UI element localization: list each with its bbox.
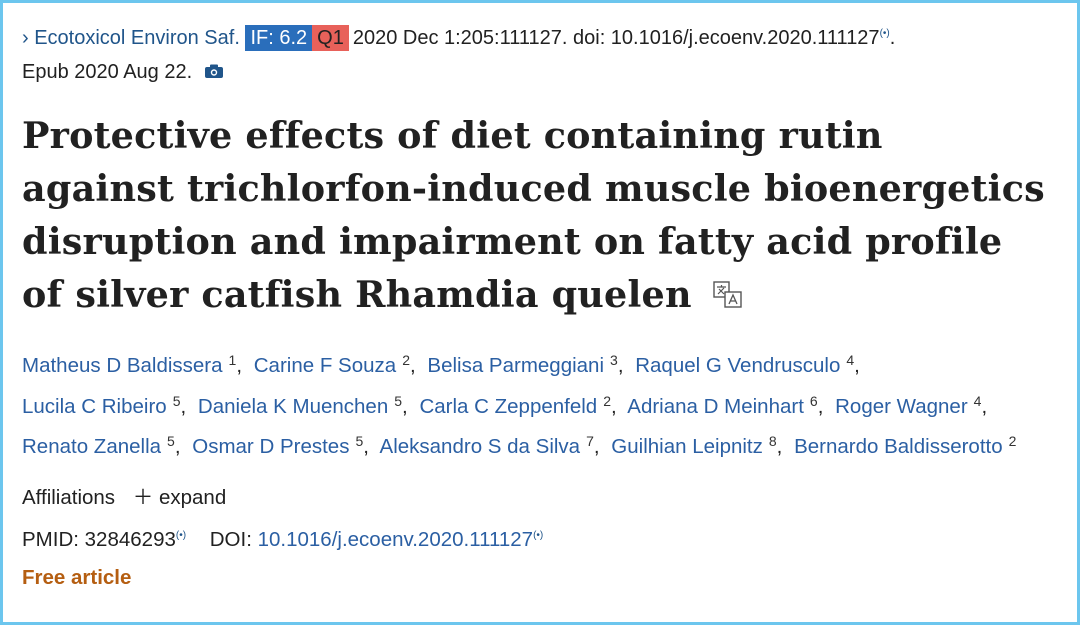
author-separator: ,	[776, 435, 783, 458]
citation-end: .	[889, 27, 896, 49]
author-separator: ,	[593, 435, 600, 458]
doi-link[interactable]: 10.1016/j.ecoenv.2020.111127	[257, 527, 534, 551]
affiliation-number[interactable]: 2	[402, 352, 410, 368]
pmid-label: PMID:	[22, 527, 79, 551]
author-entry: Carla C Zeppenfeld 2,	[419, 392, 622, 418]
affiliations-row: Affiliations ＋ expand	[22, 479, 1077, 517]
affiliation-number[interactable]: 1	[228, 352, 237, 368]
author-separator: ,	[817, 394, 824, 418]
author-entry: Lucila C Ribeiro 5,	[22, 392, 192, 418]
author-name[interactable]: Lucila C Ribeiro	[22, 394, 167, 418]
author-separator: ,	[236, 354, 243, 377]
author-name[interactable]: Guilhian Leipnitz	[611, 435, 763, 458]
author-separator: ,	[409, 354, 416, 377]
expand-label[interactable]: expand	[158, 485, 227, 509]
epub: Epub 2020 Aug 22.	[22, 61, 193, 83]
journal-line: › Ecotoxicol Environ Saf. IF: 6.2 Q1 2020 …	[22, 17, 1077, 55]
author-entry: Matheus D Baldissera 1,	[22, 352, 248, 377]
author-entry: Adriana D Meinhart 6,	[627, 392, 829, 418]
author-separator: ,	[981, 394, 988, 418]
author-separator: ,	[363, 435, 369, 458]
affiliation-number[interactable]: 2	[603, 392, 611, 409]
author-name[interactable]: Bernardo Baldisserotto	[794, 435, 1003, 458]
affiliation-number[interactable]: 2	[1008, 433, 1017, 449]
affiliation-number[interactable]: 6	[809, 392, 818, 409]
author-entry: Guilhian Leipnitz 8,	[611, 433, 788, 458]
author-entry: Osmar D Prestes 5,	[192, 433, 375, 458]
author-entry: Carine F Souza 2,	[253, 352, 422, 377]
identifiers-row: PMID: 32846293(•) DOI: 10.1016/j.ecoenv.…	[22, 517, 1077, 559]
affiliation-number[interactable]: 4	[846, 352, 855, 368]
author-name[interactable]: Roger Wagner	[835, 394, 968, 418]
author-entry: Roger Wagner 4,	[835, 392, 993, 418]
author-entry: Aleksandro S da Silva 7,	[379, 433, 606, 458]
author-name[interactable]: Carla C Zeppenfeld	[419, 394, 598, 418]
author-entry: Raquel G Vendrusculo 4,	[635, 352, 866, 377]
doi-icon: (•)	[879, 28, 890, 39]
author-separator: ,	[611, 394, 617, 418]
epub-line: Epub 2020 Aug 22.	[22, 55, 1077, 89]
author-entry: Daniela K Muenchen 5,	[197, 392, 414, 418]
camera-icon[interactable]	[204, 63, 224, 79]
doi-label: DOI:	[209, 527, 252, 551]
author-name[interactable]: Raquel G Vendrusculo	[635, 354, 841, 377]
translate-icon[interactable]	[712, 281, 743, 309]
author-list: Matheus D Baldissera 1, Carine F Souza 2, …	[22, 343, 1022, 465]
author-separator: ,	[174, 435, 181, 458]
journal-name[interactable]: Ecotoxicol Environ Saf.	[34, 27, 240, 49]
pmid-icon: (•)	[175, 529, 187, 541]
affiliation-number[interactable]: 5	[355, 433, 364, 449]
author-separator: ,	[854, 354, 860, 377]
author-name[interactable]: Aleksandro S da Silva	[379, 435, 581, 458]
author-name[interactable]: Daniela K Muenchen	[197, 394, 389, 418]
author-separator: ,	[180, 394, 187, 418]
impact-factor-badge: IF: 6.2	[245, 25, 313, 51]
author-entry: Bernardo Baldisserotto 2	[794, 433, 1017, 458]
free-article: Free article	[22, 565, 132, 589]
author-name[interactable]: Osmar D Prestes	[192, 435, 350, 458]
affiliations-label: Affiliations	[22, 485, 116, 509]
author-name[interactable]: Carine F Souza	[253, 354, 397, 377]
expand-toggle[interactable]: ＋ expand	[132, 485, 227, 509]
author-name[interactable]: Belisa Parmeggiani	[427, 354, 605, 377]
affiliation-number[interactable]: 8	[768, 433, 777, 449]
title-text: Protective effects of diet containing ru…	[22, 114, 1045, 316]
affiliation-number[interactable]: 3	[610, 352, 618, 368]
affiliation-number[interactable]: 5	[394, 392, 403, 409]
affiliation-number[interactable]: 4	[973, 392, 982, 409]
citation: 2020 Dec 1:205:111127. doi: 10.1016/j.ec…	[352, 27, 880, 49]
author-entry: Belisa Parmeggiani 3,	[427, 352, 629, 377]
author-separator: ,	[402, 394, 408, 418]
doi-link-icon: (•)	[533, 529, 544, 541]
affiliation-number[interactable]: 5	[172, 392, 181, 409]
author-entry: Renato Zanella 5,	[22, 433, 187, 458]
pmid: 32846293	[84, 527, 176, 551]
article-title: Protective effects of diet containing ru…	[22, 109, 1047, 321]
journal-link[interactable]: › Ecotoxicol Environ Saf.	[22, 27, 240, 49]
author-separator: ,	[617, 354, 624, 377]
author-name[interactable]: Matheus D Baldissera	[22, 354, 223, 377]
quartile-badge: Q1	[312, 25, 349, 51]
author-name[interactable]: Adriana D Meinhart	[627, 394, 804, 418]
author-name[interactable]: Renato Zanella	[22, 435, 162, 458]
affiliation-number[interactable]: 5	[167, 433, 175, 449]
affiliation-number[interactable]: 7	[586, 433, 594, 449]
